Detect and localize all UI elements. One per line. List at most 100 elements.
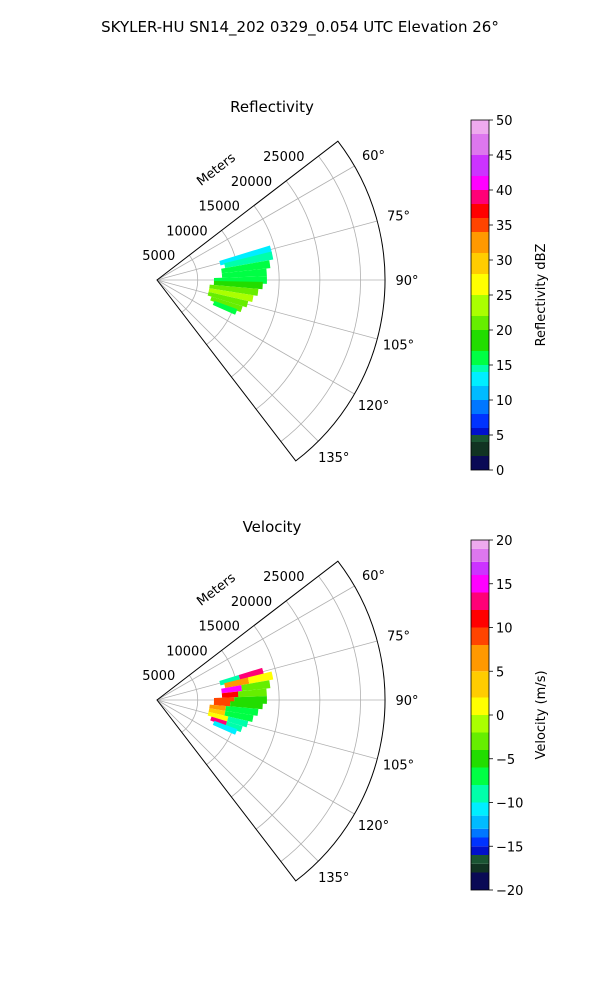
- panel-title: Velocity: [243, 518, 302, 536]
- colorbar-tick-label: 35: [496, 219, 513, 234]
- colorbar-tick-label: 0: [496, 464, 504, 479]
- radar-echo: [207, 711, 229, 722]
- colorbar-tick-label: 15: [496, 359, 513, 374]
- range-tick-label: 25000: [263, 150, 304, 165]
- range-tick-label: 10000: [166, 224, 207, 239]
- radial-gridline: [156, 279, 378, 340]
- range-tick-label: 25000: [263, 570, 304, 585]
- colorbar-segment: [471, 645, 489, 672]
- colorbar-segment: [471, 846, 489, 855]
- radar-echo: [221, 260, 271, 274]
- azimuth-tick-label: 60°: [362, 149, 385, 164]
- range-tick-label: 5000: [142, 249, 175, 264]
- reflectivity-panel: Reflectivity500010000150002000025000Mete…: [142, 98, 549, 479]
- radar-echo: [221, 685, 243, 694]
- colorbar-segment: [471, 802, 489, 816]
- radar-echo: [224, 677, 250, 688]
- azimuth-tick-label: 120°: [358, 819, 389, 834]
- range-tick-label: 20000: [231, 175, 272, 190]
- colorbar-segment: [471, 176, 489, 190]
- colorbar-segment: [471, 456, 489, 470]
- radial-gridline: [156, 279, 355, 395]
- colorbar-tick-label: 0: [496, 709, 504, 724]
- range-ring: [280, 575, 361, 862]
- colorbar-segment: [471, 190, 489, 204]
- colorbar-segment: [471, 372, 489, 386]
- colorbar-segment: [471, 295, 489, 316]
- range-ring: [231, 625, 280, 798]
- sector-frame: [156, 140, 386, 462]
- radar-echo: [219, 675, 241, 686]
- radar-echo: [213, 280, 263, 290]
- colorbar-segment: [471, 837, 489, 847]
- colorbar-tick-label: 10: [496, 394, 513, 409]
- radial-gridline: [156, 279, 319, 442]
- range-tick-label: 20000: [231, 595, 272, 610]
- azimuth-tick-label: 90°: [395, 274, 418, 289]
- colorbar-segment: [471, 671, 489, 698]
- radar-echo: [208, 288, 254, 302]
- colorbar-segment: [471, 815, 489, 829]
- radar-echo: [210, 716, 228, 727]
- colorbar-segment: [471, 697, 489, 715]
- colorbar-segment: [471, 548, 489, 562]
- radar-echo: [225, 706, 259, 716]
- colorbar-segment: [471, 428, 489, 435]
- colorbar-label: Velocity (m/s): [534, 670, 549, 759]
- colorbar-segment: [471, 715, 489, 733]
- colorbar-tick-label: 50: [496, 114, 513, 129]
- colorbar-segment: [471, 592, 489, 610]
- colorbar-tick-label: 20: [496, 534, 513, 549]
- range-tick-label: 10000: [166, 644, 207, 659]
- colorbar-tick-label: −15: [496, 840, 523, 855]
- colorbar-segment: [471, 610, 489, 628]
- azimuth-tick-label: 105°: [383, 339, 414, 354]
- colorbar-tick-label: 5: [496, 665, 504, 680]
- colorbar-segment: [471, 435, 489, 442]
- azimuth-tick-label: 120°: [358, 399, 389, 414]
- range-ring: [255, 180, 321, 410]
- azimuth-tick-label: 60°: [362, 569, 385, 584]
- radar-echo: [212, 720, 238, 735]
- radial-gridline: [156, 585, 355, 701]
- colorbar-segment: [471, 627, 489, 645]
- range-ring: [280, 155, 361, 442]
- radar-echo: [212, 300, 238, 315]
- colorbar-segment: [471, 732, 489, 750]
- colorbar-tick-label: −10: [496, 797, 523, 812]
- colorbar-segment: [471, 561, 489, 576]
- colorbar-segment: [471, 863, 489, 873]
- colorbar-segment: [471, 218, 489, 232]
- colorbar-tick-label: 20: [496, 324, 513, 339]
- colorbar-segment: [471, 872, 489, 890]
- colorbar-segment: [471, 400, 489, 414]
- colorbar-tick-label: −20: [496, 884, 523, 899]
- colorbar-segment: [471, 330, 489, 351]
- radar-echo: [221, 268, 267, 278]
- range-tick-label: 5000: [142, 669, 175, 684]
- radar-echo: [238, 667, 265, 681]
- colorbar-tick-label: 15: [496, 578, 513, 593]
- colorbar-segment: [471, 134, 489, 155]
- colorbar-tick-label: 30: [496, 254, 513, 269]
- colorbar-segment: [471, 316, 489, 330]
- radar-echo: [207, 291, 249, 308]
- range-ring: [181, 674, 199, 733]
- colorbar-segment: [471, 767, 489, 785]
- colorbar-tick-label: 10: [496, 622, 513, 637]
- figure-title: SKYLER-HU SN14_202 0329_0.054 UTC Elevat…: [101, 18, 499, 37]
- colorbar-tick-label: 25: [496, 289, 513, 304]
- colorbar-segment: [471, 204, 489, 218]
- radial-gridline: [156, 165, 355, 281]
- azimuth-tick-label: 135°: [318, 871, 349, 886]
- colorbar-segment: [471, 750, 489, 768]
- azimuth-tick-label: 75°: [387, 629, 410, 644]
- colorbar-segment: [471, 386, 489, 400]
- colorbar-segment: [471, 365, 489, 372]
- azimuth-tick-label: 90°: [395, 694, 418, 709]
- radar-echo: [237, 688, 267, 698]
- colorbar-segment: [471, 575, 489, 593]
- range-ring: [181, 254, 199, 313]
